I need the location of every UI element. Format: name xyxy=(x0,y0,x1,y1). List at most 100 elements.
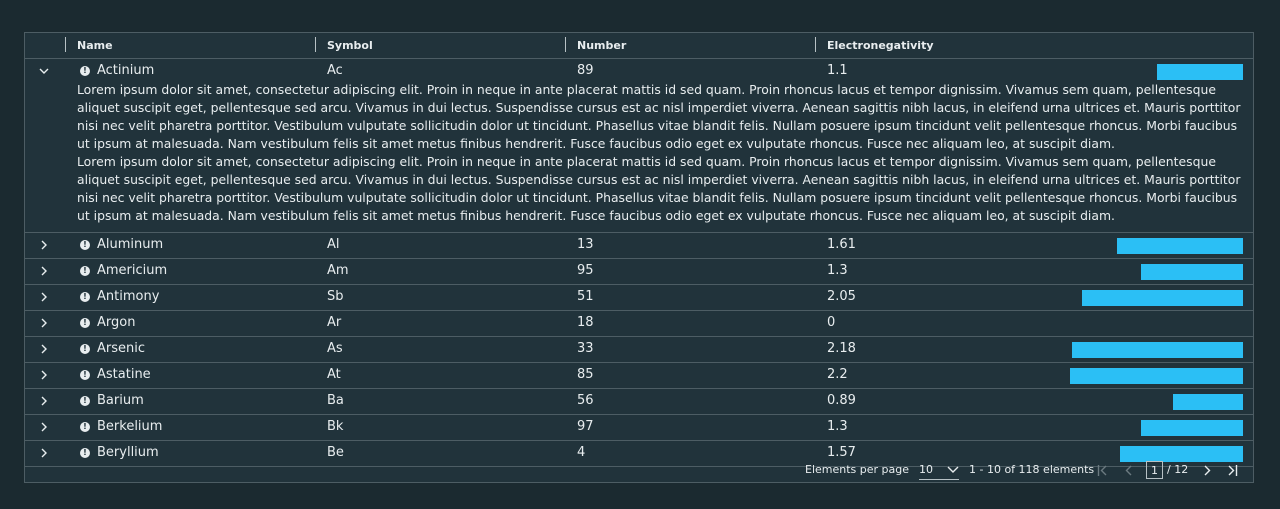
cell-symbol: Al xyxy=(327,237,340,252)
table-row: ! Aluminum Al 13 1.61 xyxy=(25,233,1253,259)
exclamation-circle-icon: ! xyxy=(80,370,90,380)
datagrid: Name Symbol Number Electronegativity ! A… xyxy=(24,32,1254,483)
cell-symbol: Ac xyxy=(327,63,343,78)
column-separator[interactable] xyxy=(315,37,316,52)
cell-name: Aluminum xyxy=(97,237,164,252)
cell-name: Berkelium xyxy=(97,419,163,434)
chevron-down-icon xyxy=(947,466,959,473)
exclamation-circle-icon: ! xyxy=(80,266,90,276)
cell-electronegativity: 1.3 xyxy=(827,419,848,434)
cell-number: 4 xyxy=(577,445,586,460)
exclamation-circle-icon: ! xyxy=(80,240,90,250)
cell-number: 13 xyxy=(577,237,594,252)
column-header-symbol[interactable]: Symbol xyxy=(327,39,373,52)
cell-name: Astatine xyxy=(97,367,151,382)
pagination-range: 1 - 10 of 118 elements xyxy=(969,463,1095,476)
electronegativity-bar xyxy=(1072,342,1243,358)
datagrid-header: Name Symbol Number Electronegativity xyxy=(25,33,1253,59)
datagrid-footer: Elements per page 10 1 - 10 of 118 eleme… xyxy=(25,457,1253,483)
table-row: ! Barium Ba 56 0.89 xyxy=(25,389,1253,415)
cell-electronegativity: 0 xyxy=(827,315,836,330)
cell-symbol: Ar xyxy=(327,315,342,330)
detail-paragraph: Lorem ipsum dolor sit amet, consectetur … xyxy=(77,82,1241,151)
cell-electronegativity: 1.1 xyxy=(827,63,848,78)
chevron-right-icon[interactable] xyxy=(39,318,49,328)
cell-name: Americium xyxy=(97,263,168,278)
exclamation-circle-icon: ! xyxy=(80,344,90,354)
column-header-electronegativity[interactable]: Electronegativity xyxy=(827,39,934,52)
row-detail: Lorem ipsum dolor sit amet, consectetur … xyxy=(77,81,1245,225)
chevron-right-icon[interactable] xyxy=(39,240,49,250)
table-row: ! Astatine At 85 2.2 xyxy=(25,363,1253,389)
cell-name: Argon xyxy=(97,315,136,330)
exclamation-circle-icon: ! xyxy=(80,318,90,328)
table-row: ! Argon Ar 18 0 xyxy=(25,311,1253,337)
cell-symbol: At xyxy=(327,367,341,382)
table-row: ! Antimony Sb 51 2.05 xyxy=(25,285,1253,311)
electronegativity-bar xyxy=(1070,368,1243,384)
electronegativity-bar xyxy=(1117,238,1243,254)
cell-electronegativity: 2.2 xyxy=(827,367,848,382)
cell-electronegativity: 0.89 xyxy=(827,393,856,408)
column-header-number[interactable]: Number xyxy=(577,39,627,52)
previous-page-icon[interactable] xyxy=(1124,465,1134,476)
electronegativity-bar xyxy=(1082,290,1243,306)
cell-symbol: Am xyxy=(327,263,349,278)
cell-number: 85 xyxy=(577,367,594,382)
chevron-right-icon[interactable] xyxy=(39,422,49,432)
cell-number: 18 xyxy=(577,315,594,330)
cell-number: 89 xyxy=(577,63,594,78)
column-separator[interactable] xyxy=(565,37,566,52)
electronegativity-bar xyxy=(1120,446,1243,462)
table-row: ! Berkelium Bk 97 1.3 xyxy=(25,415,1253,441)
cell-number: 56 xyxy=(577,393,594,408)
cell-name: Antimony xyxy=(97,289,160,304)
chevron-right-icon[interactable] xyxy=(39,370,49,380)
cell-symbol: Ba xyxy=(327,393,344,408)
electronegativity-bar xyxy=(1141,264,1243,280)
cell-symbol: As xyxy=(327,341,343,356)
table-row-expanded: ! Actinium Ac 89 1.1 Lorem ipsum dolor s… xyxy=(25,59,1253,233)
cell-electronegativity: 2.18 xyxy=(827,341,856,356)
chevron-right-icon[interactable] xyxy=(39,344,49,354)
per-page-value: 10 xyxy=(919,463,933,476)
first-page-icon[interactable] xyxy=(1097,465,1109,476)
table-row: ! Arsenic As 33 2.18 xyxy=(25,337,1253,363)
per-page-select[interactable]: 10 xyxy=(919,462,959,480)
cell-symbol: Bk xyxy=(327,419,344,434)
chevron-right-icon[interactable] xyxy=(39,292,49,302)
next-page-icon[interactable] xyxy=(1202,465,1212,476)
chevron-down-icon[interactable] xyxy=(39,66,49,76)
table-row: ! Beryllium Be 4 1.57 xyxy=(25,441,1253,467)
electronegativity-bar xyxy=(1141,420,1243,436)
cell-symbol: Be xyxy=(327,445,344,460)
cell-name: Arsenic xyxy=(97,341,146,356)
table-row: ! Americium Am 95 1.3 xyxy=(25,259,1253,285)
exclamation-circle-icon: ! xyxy=(80,422,90,432)
column-separator[interactable] xyxy=(815,37,816,52)
exclamation-circle-icon: ! xyxy=(80,66,90,76)
chevron-right-icon[interactable] xyxy=(39,266,49,276)
chevron-right-icon[interactable] xyxy=(39,448,49,458)
total-pages: / 12 xyxy=(1167,463,1189,476)
cell-name: Actinium xyxy=(97,63,155,78)
exclamation-circle-icon: ! xyxy=(80,448,90,458)
cell-name: Beryllium xyxy=(97,445,159,460)
column-separator[interactable] xyxy=(65,37,66,52)
electronegativity-bar xyxy=(1157,64,1243,80)
exclamation-circle-icon: ! xyxy=(80,396,90,406)
cell-electronegativity: 1.61 xyxy=(827,237,856,252)
cell-electronegativity: 1.3 xyxy=(827,263,848,278)
cell-electronegativity: 1.57 xyxy=(827,445,856,460)
cell-number: 95 xyxy=(577,263,594,278)
detail-paragraph: Lorem ipsum dolor sit amet, consectetur … xyxy=(77,154,1241,223)
column-header-name[interactable]: Name xyxy=(77,39,113,52)
electronegativity-bar xyxy=(1173,394,1243,410)
cell-electronegativity: 2.05 xyxy=(827,289,856,304)
last-page-icon[interactable] xyxy=(1226,465,1238,476)
cell-number: 51 xyxy=(577,289,594,304)
exclamation-circle-icon: ! xyxy=(80,292,90,302)
chevron-right-icon[interactable] xyxy=(39,396,49,406)
cell-number: 33 xyxy=(577,341,594,356)
current-page-input[interactable]: 1 xyxy=(1146,461,1163,479)
